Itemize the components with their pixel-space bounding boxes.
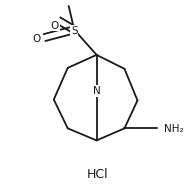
Text: NH₂: NH₂ xyxy=(164,124,183,134)
Text: N: N xyxy=(93,86,100,96)
Text: HCl: HCl xyxy=(87,168,108,181)
Text: O: O xyxy=(33,33,41,44)
Text: S: S xyxy=(71,26,78,36)
Text: O: O xyxy=(51,20,59,31)
